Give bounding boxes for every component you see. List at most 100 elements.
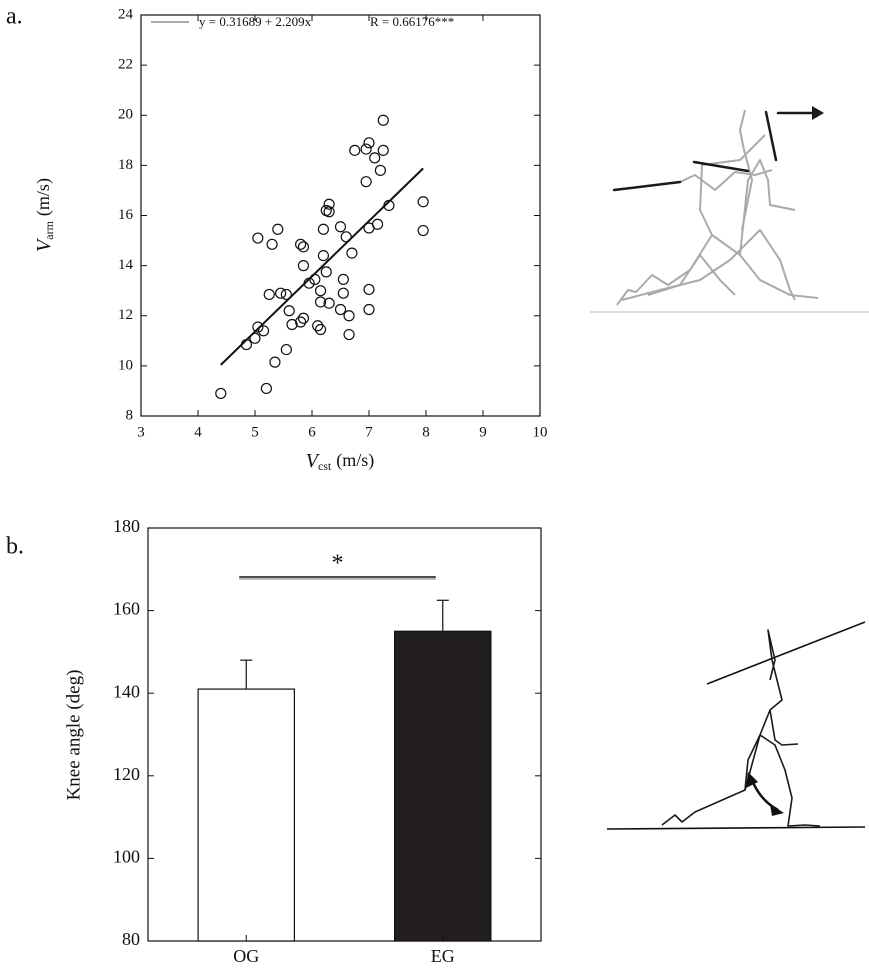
data-point — [249, 332, 261, 344]
data-point — [297, 260, 310, 272]
limb — [769, 709, 799, 746]
symbol: V — [306, 450, 321, 472]
data-point — [260, 382, 272, 395]
data-point — [377, 114, 389, 126]
x-tick-label: 5 — [251, 424, 259, 440]
y-axis-label: Varm (m/s) — [33, 178, 56, 252]
annotation: R = 0.66176*** — [370, 14, 454, 29]
data-point — [317, 250, 329, 262]
limb — [616, 134, 766, 306]
data-point — [283, 305, 295, 317]
x-tick-label: 9 — [479, 424, 487, 440]
subscript: cst — [318, 459, 332, 473]
y-tick-label: 12 — [118, 307, 133, 323]
data-point — [337, 273, 349, 286]
y-tick-label: 14 — [118, 257, 134, 273]
data-point — [323, 297, 335, 309]
data-point — [215, 387, 227, 400]
data-point — [314, 323, 327, 336]
y-tick-label: 10 — [118, 357, 133, 373]
data-point — [252, 232, 264, 244]
y-tick-label: 20 — [118, 107, 133, 123]
data-point — [363, 283, 375, 296]
data-point — [295, 316, 307, 328]
x-tick-label: OG — [233, 946, 259, 966]
data-point — [417, 224, 429, 237]
panel-label: a. — [6, 4, 23, 30]
data-point — [314, 296, 327, 308]
limb — [621, 229, 796, 301]
x-tick-label: 7 — [365, 424, 373, 440]
x-tick-label: 3 — [137, 424, 145, 440]
data-point — [363, 137, 375, 149]
data-point — [312, 320, 324, 332]
data-point — [334, 221, 347, 233]
unit: (m/s) — [33, 178, 54, 216]
data-point — [369, 152, 381, 164]
bar — [394, 630, 492, 942]
data-point — [314, 285, 327, 297]
limb — [739, 109, 753, 231]
limb — [739, 159, 796, 256]
data-point — [323, 206, 335, 218]
y-tick-label: 120 — [113, 764, 140, 784]
y-tick-label: 80 — [122, 929, 140, 949]
data-point — [280, 343, 292, 356]
limb — [711, 234, 819, 299]
data-point — [337, 287, 349, 299]
data-point — [269, 356, 281, 368]
arrow-head — [812, 106, 824, 120]
data-point — [280, 288, 292, 301]
stick-figure — [606, 621, 866, 830]
segment — [692, 160, 750, 173]
symbol: V — [33, 237, 55, 252]
data-point — [272, 223, 284, 235]
unit: (m/s) — [336, 450, 374, 471]
fit-line — [220, 167, 424, 366]
data-point — [343, 310, 355, 322]
data-point — [275, 287, 287, 299]
data-point — [297, 312, 310, 324]
limb — [679, 169, 773, 191]
data-point — [417, 196, 429, 208]
segment — [764, 110, 778, 162]
data-point — [346, 247, 358, 259]
data-point — [343, 328, 355, 341]
y-tick-label: 8 — [126, 407, 134, 423]
data-point — [317, 223, 329, 235]
y-tick-label: 24 — [118, 6, 134, 22]
x-tick-label: 10 — [533, 424, 548, 440]
plot-frame — [147, 527, 542, 942]
x-axis-label: Vcst (m/s) — [306, 450, 375, 473]
y-axis-label: Knee angle (deg) — [63, 670, 84, 801]
limb — [661, 629, 783, 826]
arrow-head — [746, 772, 758, 788]
data-point — [266, 238, 278, 250]
panel-label: b. — [6, 534, 24, 560]
y-tick-label: 100 — [113, 847, 140, 867]
y-tick-label: 16 — [118, 207, 134, 223]
data-point — [263, 288, 275, 301]
subscript: arm — [42, 220, 56, 239]
y-tick-label: 18 — [118, 157, 133, 173]
data-point — [257, 325, 270, 337]
data-point — [377, 144, 389, 156]
data-point — [286, 318, 298, 331]
data-point — [363, 303, 375, 316]
reference-line — [706, 621, 866, 685]
x-tick-label: 4 — [194, 424, 202, 440]
stick-figure — [590, 106, 869, 313]
y-tick-label: 140 — [113, 681, 140, 701]
ground — [606, 826, 866, 830]
data-point — [334, 303, 347, 316]
y-tick-label: 22 — [118, 57, 133, 73]
data-point — [297, 241, 310, 253]
legend-label: y = 0.31689 + 2.209x — [199, 14, 312, 29]
data-point — [295, 238, 307, 250]
data-point — [360, 176, 372, 188]
y-tick-label: 160 — [113, 599, 140, 619]
data-point — [360, 143, 372, 155]
data-point — [252, 321, 264, 333]
x-tick-label: 8 — [422, 424, 430, 440]
